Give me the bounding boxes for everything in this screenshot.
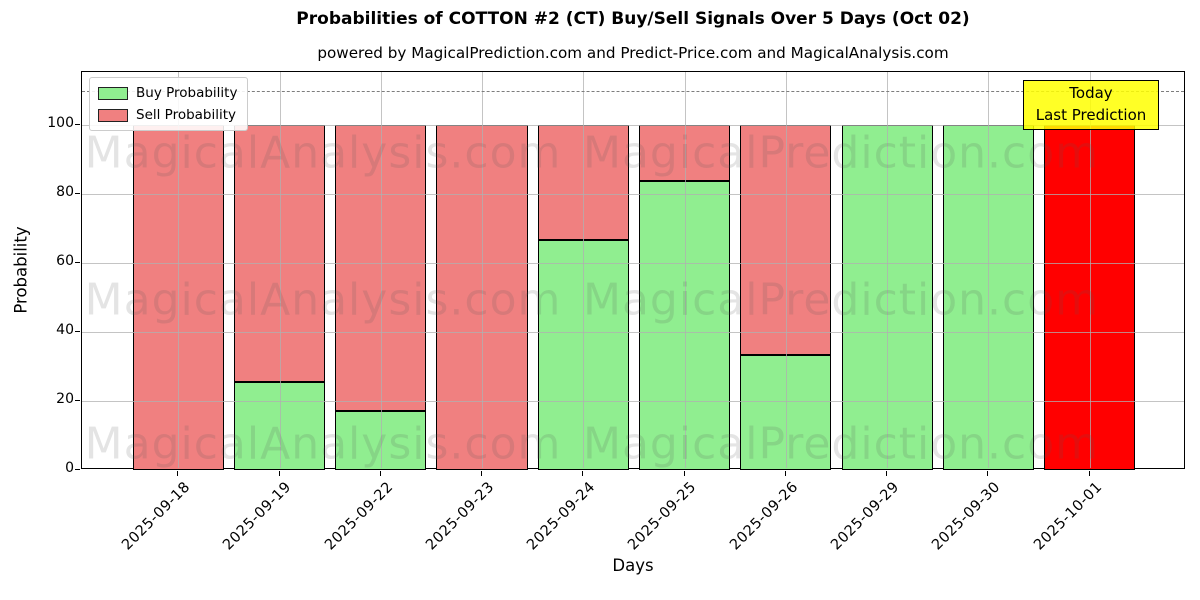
gridline-v	[887, 72, 889, 468]
y-tick-mark	[75, 193, 80, 195]
gridline-v	[178, 72, 180, 468]
bar-segment-sell	[537, 125, 629, 241]
y-tick-mark	[75, 400, 80, 402]
x-tick-label: 2025-09-22	[321, 479, 397, 554]
x-tick-label: 2025-09-23	[422, 479, 498, 554]
buy-swatch	[98, 86, 128, 100]
chart-subtitle: powered by MagicalPrediction.com and Pre…	[317, 44, 949, 62]
y-tick-mark	[75, 331, 80, 333]
bar-segment-sell	[1044, 125, 1136, 470]
watermark-text: MagicalPrediction.com	[583, 274, 1099, 326]
x-tick-label: 2025-09-26	[726, 479, 802, 554]
y-tick-mark	[75, 469, 80, 470]
gridline-v	[785, 72, 787, 468]
bar-segment-sell	[335, 125, 427, 412]
legend: Buy Probability Sell Probability	[89, 77, 249, 131]
annotation-line2: Last Prediction	[1035, 105, 1147, 124]
x-axis-label: Days	[612, 556, 654, 575]
annotation-line1: Today	[1069, 84, 1113, 102]
gridline-v	[583, 72, 585, 468]
gridline-v	[684, 72, 686, 468]
bar-segment-buy	[335, 411, 427, 470]
today-annotation: Today Last Prediction	[1023, 80, 1159, 130]
x-tick-mark	[582, 470, 584, 476]
bar-segment-sell	[436, 125, 528, 470]
sell-swatch	[98, 108, 128, 122]
bar-segment-buy	[537, 240, 629, 470]
legend-label-sell: Sell Probability	[136, 107, 237, 123]
watermark-text: MagicalPrediction.com	[583, 127, 1099, 179]
y-axis-label: Probability	[11, 226, 31, 314]
bar-segment-sell	[740, 125, 832, 356]
x-tick-label: 2025-10-01	[1030, 479, 1106, 554]
x-tick-mark	[379, 470, 381, 476]
chart-title: Probabilities of COTTON #2 (CT) Buy/Sell…	[296, 9, 970, 29]
gridline-h	[82, 263, 1184, 265]
bar-segment-buy	[639, 180, 731, 470]
x-tick-mark	[481, 470, 483, 476]
y-tick-label: 40	[56, 322, 74, 339]
gridline-h	[82, 332, 1184, 334]
watermark-text: MagicalAnalysis.com	[84, 274, 562, 326]
gridline-h	[82, 194, 1184, 196]
legend-item-buy: Buy Probability	[98, 85, 237, 101]
y-tick-label: 0	[65, 460, 74, 476]
x-tick-mark	[784, 470, 786, 476]
legend-item-sell: Sell Probability	[98, 107, 237, 123]
gridline-v	[380, 72, 382, 468]
watermark-text: MagicalAnalysis.com	[84, 127, 562, 179]
x-tick-label: 2025-09-18	[119, 479, 194, 554]
legend-label-buy: Buy Probability	[136, 85, 238, 101]
bar-segment-sell	[233, 125, 326, 383]
y-tick-label: 20	[56, 391, 74, 408]
gridline-h	[82, 401, 1184, 403]
y-tick-label: 60	[56, 253, 74, 270]
gridline-v	[279, 72, 281, 468]
x-tick-mark	[278, 470, 280, 476]
bar-segment-buy	[942, 125, 1035, 470]
plot-area: Buy Probability Sell Probability Today L…	[81, 71, 1185, 470]
x-tick-mark	[177, 470, 179, 476]
x-tick-label: 2025-09-30	[929, 479, 1004, 554]
gridline-v	[1089, 72, 1091, 468]
dashed-threshold-line	[82, 90, 1184, 92]
x-tick-mark	[886, 470, 888, 476]
watermark-text: MagicalPrediction.com	[583, 418, 1099, 470]
y-tick-mark	[75, 124, 80, 126]
y-tick-label: 100	[47, 115, 74, 132]
y-tick-mark	[75, 262, 80, 264]
bar-segment-buy	[740, 355, 832, 470]
x-tick-label: 2025-09-19	[220, 479, 295, 554]
bar-segment-buy	[233, 382, 326, 470]
x-tick-mark	[683, 470, 685, 476]
x-tick-label: 2025-09-29	[828, 479, 903, 554]
gridline-h	[82, 125, 1184, 127]
x-tick-label: 2025-09-25	[625, 479, 700, 554]
x-tick-mark	[1088, 470, 1090, 476]
x-tick-mark	[987, 470, 989, 476]
bar-segment-sell	[132, 125, 224, 470]
gridline-v	[482, 72, 484, 468]
gridline-v	[988, 72, 990, 468]
y-tick-label: 80	[56, 184, 74, 201]
bar-segment-buy	[841, 125, 933, 470]
x-tick-label: 2025-09-24	[524, 479, 599, 554]
watermark-text: MagicalAnalysis.com	[84, 418, 562, 470]
